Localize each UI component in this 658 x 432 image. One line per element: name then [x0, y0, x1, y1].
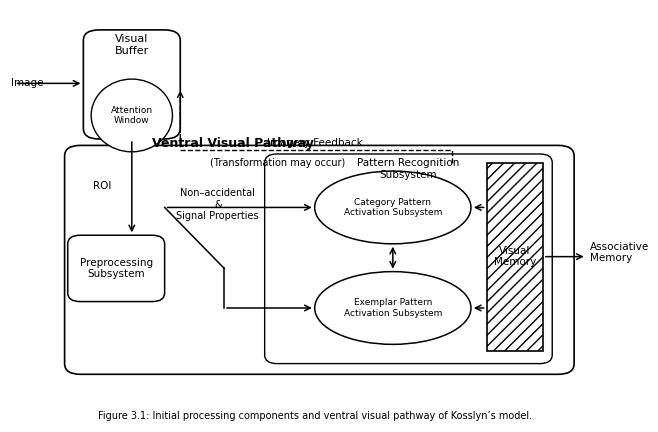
FancyBboxPatch shape [64, 146, 574, 374]
Text: Non–accidental
&
Signal Properties: Non–accidental & Signal Properties [176, 188, 259, 221]
Text: Image: Image [11, 78, 44, 89]
Text: Ventral Visual Pathway: Ventral Visual Pathway [153, 137, 315, 149]
Text: Figure 3.1: Initial processing components and ventral visual pathway of Kosslyn’: Figure 3.1: Initial processing component… [97, 411, 532, 421]
FancyBboxPatch shape [68, 235, 164, 302]
Ellipse shape [315, 171, 471, 244]
Text: Attention
Window: Attention Window [111, 106, 153, 125]
Text: Pattern Recognition
Subsystem: Pattern Recognition Subsystem [357, 158, 460, 180]
FancyBboxPatch shape [84, 30, 180, 139]
Text: Visual
Memory: Visual Memory [494, 246, 536, 267]
FancyBboxPatch shape [265, 154, 552, 364]
Text: Preprocessing
Subsystem: Preprocessing Subsystem [80, 257, 153, 279]
Text: ROI: ROI [93, 181, 111, 191]
Text: (Transformation may occur): (Transformation may occur) [209, 158, 345, 168]
Text: Imagery Feedback: Imagery Feedback [266, 137, 363, 148]
Text: Associative
Memory: Associative Memory [590, 241, 649, 263]
Ellipse shape [315, 272, 471, 344]
Bar [487, 162, 543, 351]
Ellipse shape [91, 79, 172, 152]
Text: Category Pattern
Activation Subsystem: Category Pattern Activation Subsystem [343, 198, 442, 217]
Text: Exemplar Pattern
Activation Subsystem: Exemplar Pattern Activation Subsystem [343, 298, 442, 318]
Text: Visual
Buffer: Visual Buffer [114, 34, 149, 56]
